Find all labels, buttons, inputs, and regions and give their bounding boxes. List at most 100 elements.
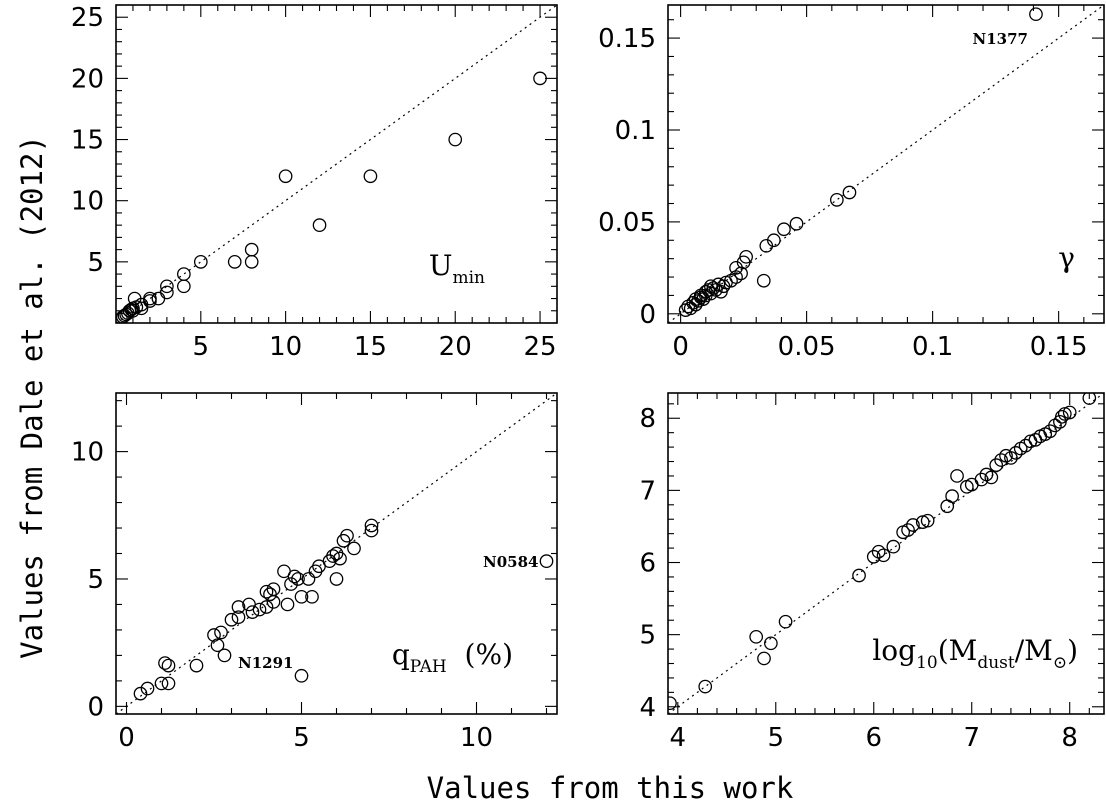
- point-annotation: N0584: [483, 553, 538, 571]
- data-point: [140, 681, 155, 696]
- y-tick-label: 10: [71, 438, 104, 468]
- data-point: [533, 71, 547, 86]
- data-point: [886, 539, 901, 554]
- data-point: [757, 651, 771, 666]
- data-point: [964, 477, 979, 492]
- data-point: [777, 222, 791, 237]
- y-tick-label: 5: [87, 248, 104, 278]
- data-point: [739, 249, 753, 264]
- x-tick-label: 15: [354, 332, 387, 362]
- x-tick-label: 5: [193, 332, 210, 362]
- y-tick-label: 20: [71, 64, 104, 94]
- chart-panel-3: 0 5 10 0 5 10 N1291 N0584 qPAH (%): [71, 392, 558, 753]
- data-point: [950, 469, 964, 483]
- data-point: [266, 582, 281, 597]
- data-point: [227, 254, 242, 269]
- data-point: [134, 301, 149, 316]
- one-to-one-line: [116, 5, 557, 323]
- data-point: [448, 132, 463, 147]
- data-point: [1055, 409, 1069, 424]
- data-point: [1062, 405, 1077, 420]
- point-annotation: N1377: [972, 30, 1027, 48]
- y-tick-label: 0.05: [598, 208, 656, 238]
- y-axis-label: Values from Dale et al. (2012): [15, 135, 49, 659]
- x-tick-label: 25: [523, 332, 556, 362]
- y-tick-label: 5: [87, 565, 104, 595]
- data-point: [143, 291, 157, 306]
- data-point: [158, 656, 172, 670]
- x-tick-label: 7: [963, 723, 980, 753]
- y-tick-label: 5: [639, 621, 656, 651]
- y-tick-label: 15: [71, 126, 104, 156]
- parameter-label: Umin: [429, 249, 485, 288]
- data-point: [364, 523, 379, 538]
- data-point: [305, 589, 319, 604]
- data-point: [312, 218, 327, 233]
- data-point: [284, 577, 298, 591]
- data-point: [210, 638, 225, 653]
- x-tick-label: 5: [768, 723, 785, 753]
- data-point: [789, 216, 804, 231]
- data-point: [160, 279, 174, 294]
- y-tick-label: 8: [639, 404, 656, 434]
- data-point: [301, 572, 316, 586]
- data-point: [866, 549, 881, 564]
- data-point: [329, 572, 344, 586]
- data-point: [259, 584, 274, 599]
- data-point: [244, 254, 259, 269]
- data-point: [176, 279, 191, 294]
- data-point: [539, 554, 554, 568]
- data-point: [154, 676, 169, 691]
- data-point: [906, 518, 920, 532]
- data-point: [133, 686, 148, 701]
- x-tick-label: 4: [670, 723, 687, 753]
- y-tick-label: 0: [87, 692, 104, 722]
- x-tick-label: 8: [1061, 723, 1078, 753]
- data-point: [989, 458, 1004, 472]
- x-tick-label: 0.1: [912, 332, 953, 362]
- data-point: [974, 472, 989, 487]
- plot-frame: [667, 4, 1105, 324]
- data-point: [278, 169, 293, 184]
- data-point: [945, 489, 959, 504]
- data-point: [291, 572, 305, 586]
- data-points: [133, 518, 554, 701]
- data-point: [756, 273, 771, 288]
- x-tick-label: 0: [672, 332, 689, 362]
- chart-panel-2: 0 0.05 0.1 0.15 0 0.05 0.1 0.15 N1377 γ: [598, 4, 1105, 362]
- chart-panel-4: 4 5 6 7 8 4 5 6 7 8 log10(Mdust/M⊙): [639, 392, 1105, 753]
- data-point: [214, 625, 228, 640]
- data-point: [333, 551, 347, 566]
- data-point: [920, 513, 935, 528]
- data-point: [160, 285, 174, 300]
- data-point: [287, 569, 302, 584]
- data-point: [259, 600, 274, 614]
- y-tick-label: 0: [639, 300, 656, 330]
- data-point: [363, 169, 378, 184]
- chart-panel-1: 5 10 15 20 25 5 10 15 20 25 Umin: [71, 3, 558, 362]
- data-point: [852, 568, 866, 583]
- x-axis-label: Values from this work: [427, 771, 794, 805]
- data-point: [1048, 418, 1062, 433]
- point-annotation: N1291: [238, 654, 293, 672]
- data-point: [901, 523, 915, 537]
- y-tick-label: 4: [639, 693, 656, 723]
- data-point: [231, 600, 246, 614]
- data-point: [871, 544, 886, 559]
- data-point: [347, 541, 361, 556]
- data-point: [764, 636, 778, 651]
- x-tick-label: 10: [460, 723, 493, 753]
- data-point: [1008, 446, 1023, 460]
- y-tick-label: 6: [639, 549, 656, 579]
- data-point: [244, 242, 259, 257]
- x-tick-label: 6: [865, 723, 882, 753]
- x-tick-label: 0: [118, 723, 135, 753]
- data-point: [207, 628, 221, 642]
- data-point: [217, 648, 232, 663]
- data-point: [224, 612, 239, 627]
- data-point: [766, 233, 781, 248]
- data-point: [698, 679, 713, 694]
- data-point: [984, 470, 999, 485]
